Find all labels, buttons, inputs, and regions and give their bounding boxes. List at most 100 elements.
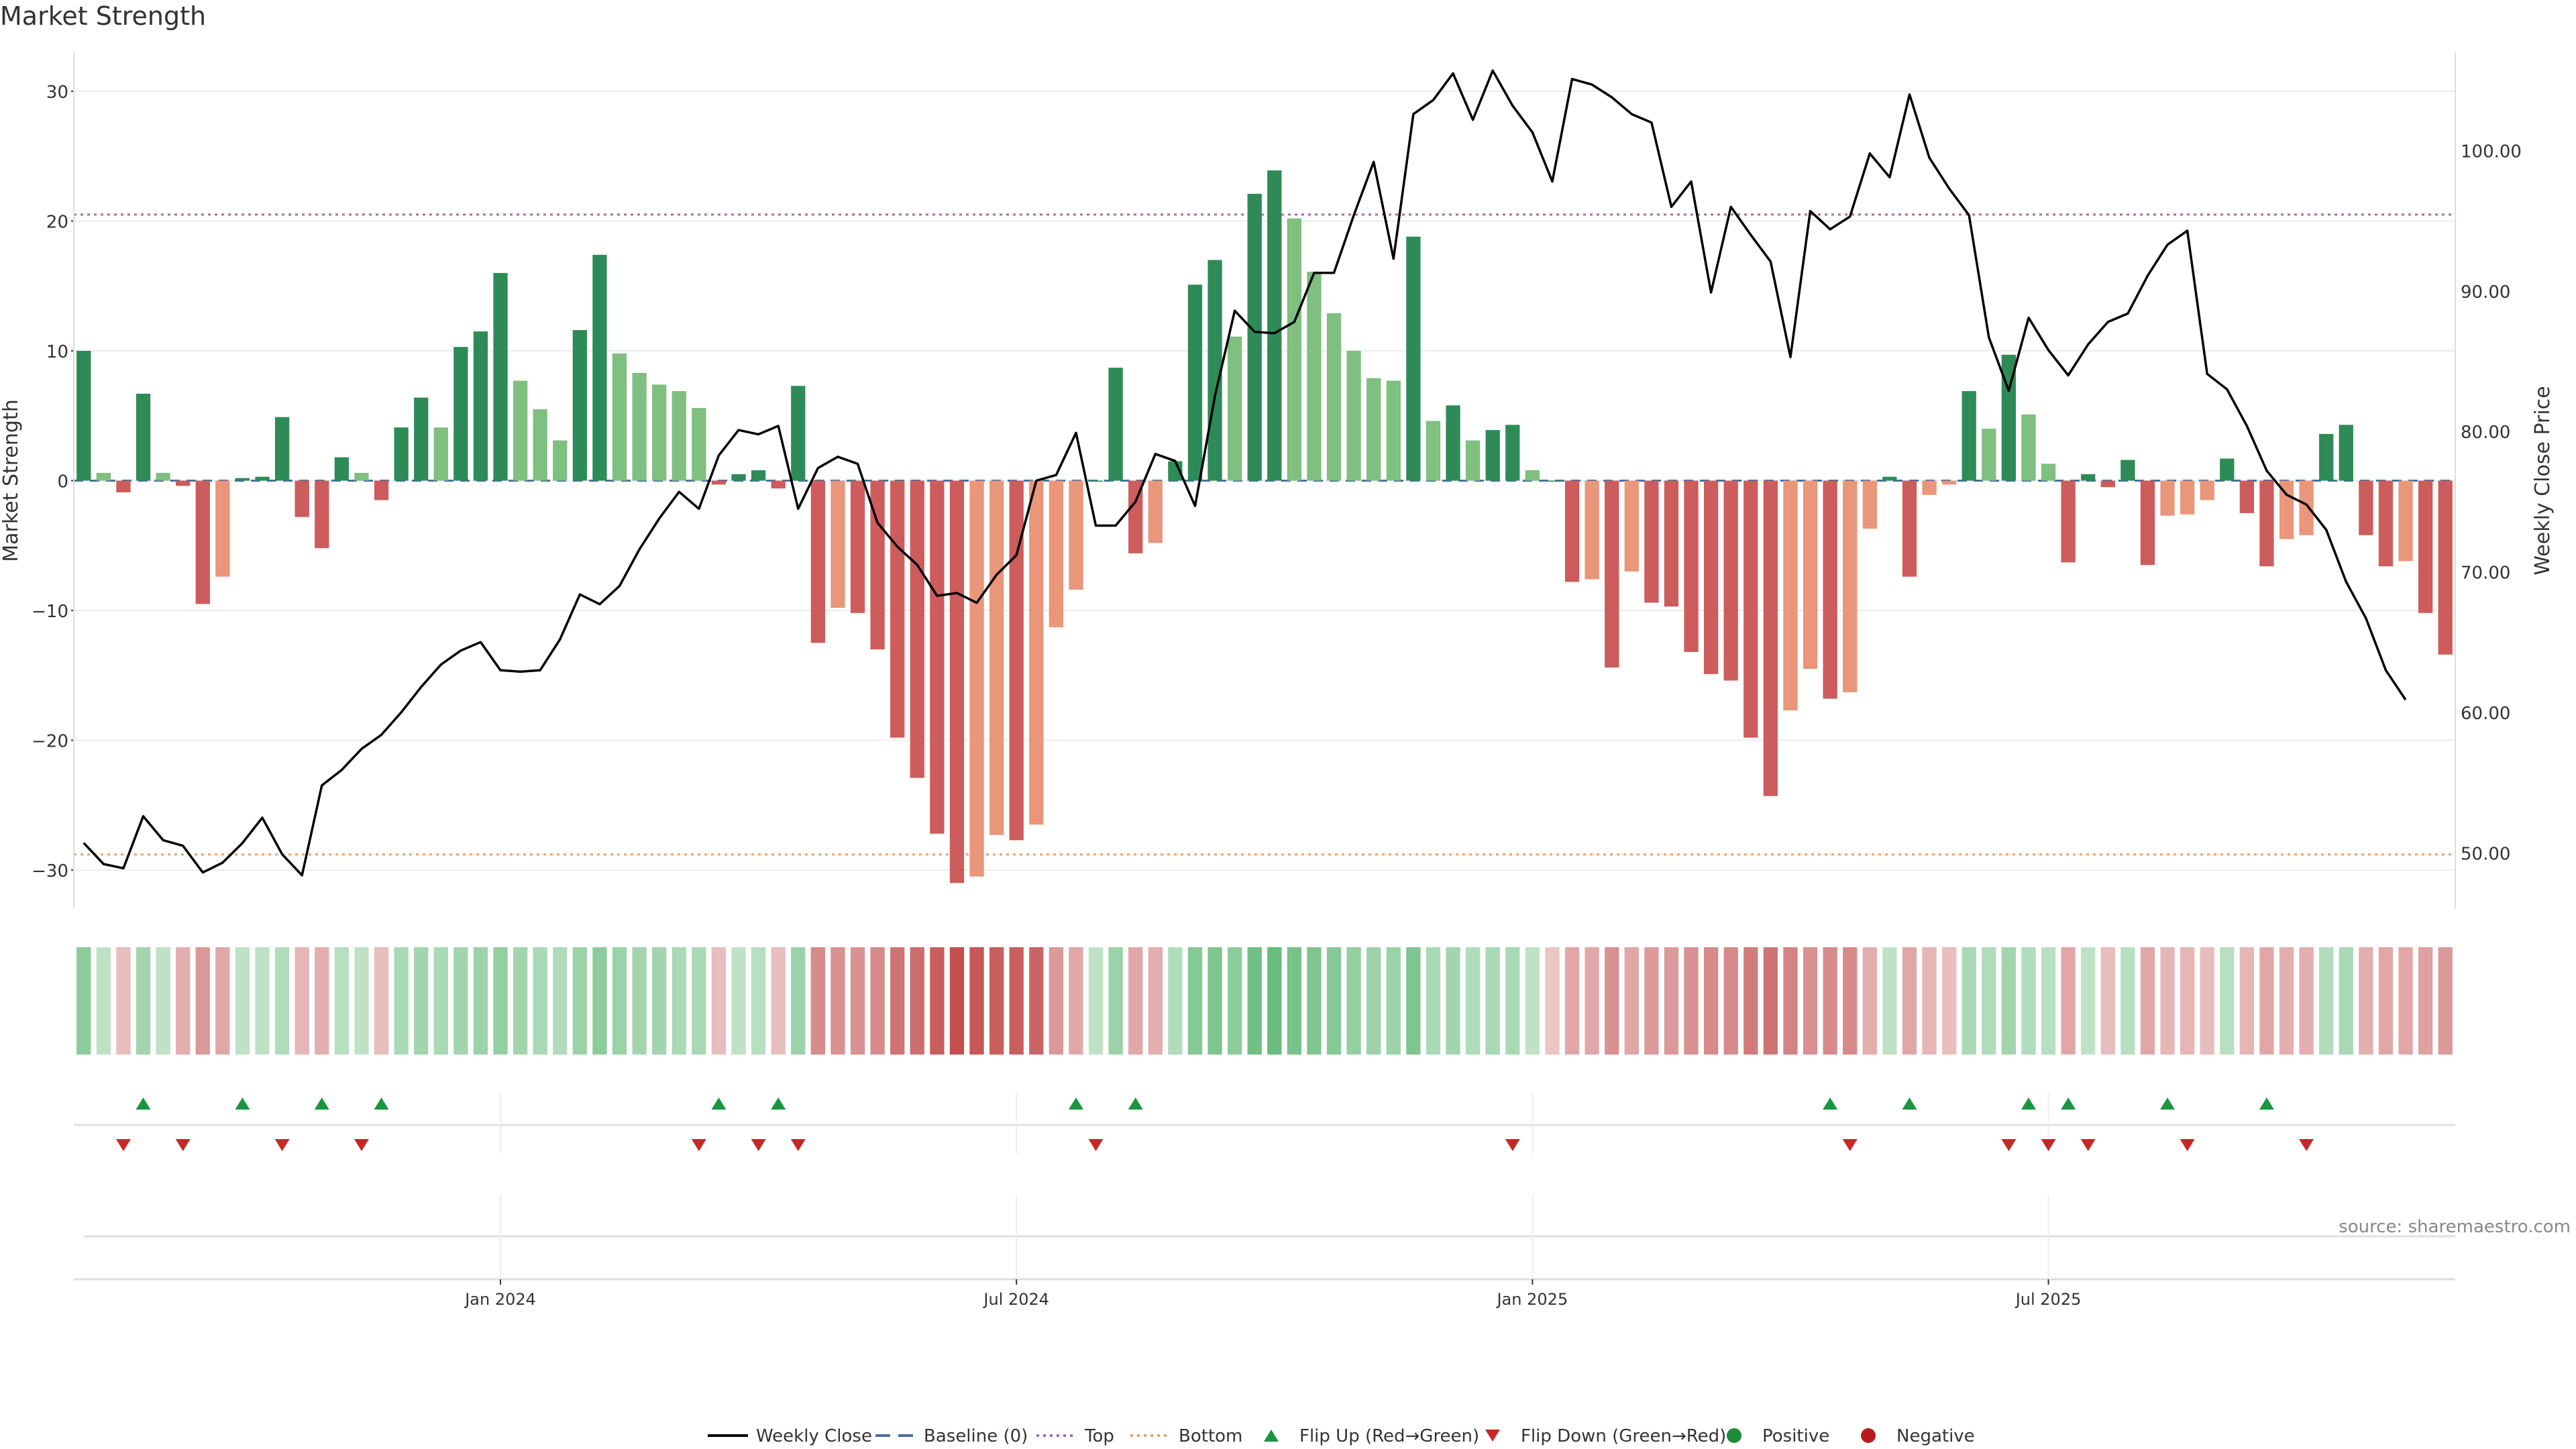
heatmap-cell bbox=[1366, 947, 1381, 1055]
strength-bar bbox=[1227, 336, 1242, 481]
heatmap-cell bbox=[2121, 947, 2135, 1055]
strength-bar bbox=[1882, 476, 1897, 481]
heatmap-cell bbox=[1783, 947, 1798, 1055]
strength-bar bbox=[2180, 480, 2195, 515]
strength-bar bbox=[513, 380, 528, 481]
flip-up-marker bbox=[2160, 1097, 2176, 1110]
y-left-tick-label: −20 bbox=[32, 731, 68, 751]
strength-bar bbox=[1505, 425, 1520, 481]
strength-bars bbox=[76, 170, 2453, 883]
strength-bar bbox=[692, 408, 706, 481]
legend-label: Negative bbox=[1896, 1426, 1975, 1446]
heatmap-cell bbox=[116, 947, 131, 1055]
heatmap-cell bbox=[2438, 947, 2453, 1055]
heatmap-cell bbox=[2418, 947, 2433, 1055]
strength-bar bbox=[374, 480, 389, 500]
strength-bar bbox=[414, 397, 429, 481]
heatmap-cell bbox=[215, 947, 230, 1055]
heatmap-cell bbox=[414, 947, 429, 1055]
heatmap-cell bbox=[76, 947, 91, 1055]
heatmap-cell bbox=[1644, 947, 1659, 1055]
heatmap-cell bbox=[632, 947, 647, 1055]
heatmap-cell bbox=[1287, 947, 1302, 1055]
strength-bar bbox=[195, 480, 210, 604]
legend-item: Top bbox=[1036, 1426, 1114, 1446]
heatmap-cell bbox=[176, 947, 191, 1055]
strength-bar bbox=[1703, 480, 1719, 674]
heatmap-cell bbox=[810, 947, 826, 1055]
heatmap-cell bbox=[1505, 947, 1520, 1055]
strength-bar bbox=[2160, 480, 2175, 516]
strength-bar bbox=[711, 480, 727, 485]
heatmap-cell bbox=[2081, 947, 2096, 1055]
heatmap-cell bbox=[2239, 947, 2255, 1055]
heatmap-cell bbox=[1605, 947, 1619, 1055]
heatmap-cell bbox=[1922, 947, 1937, 1055]
strength-bar bbox=[1307, 271, 1322, 481]
strength-bar bbox=[1862, 480, 1877, 529]
legend-swatch-circle bbox=[1861, 1428, 1876, 1443]
legend-item: Flip Up (Red→Green) bbox=[1264, 1426, 1479, 1446]
heatmap-cell bbox=[1208, 947, 1222, 1055]
strength-bar bbox=[136, 393, 151, 481]
legend-item: Weekly Close bbox=[708, 1426, 872, 1446]
flip-up-marker bbox=[2061, 1097, 2076, 1110]
heatmap-cell bbox=[1525, 947, 1540, 1055]
heatmap-cell bbox=[2180, 947, 2195, 1055]
strength-bar bbox=[2339, 425, 2353, 481]
heatmap-cell bbox=[1406, 947, 1421, 1055]
strength-bar bbox=[830, 480, 845, 608]
strength-bar bbox=[493, 272, 508, 481]
axes: 30 20 10 0 −10 −20 −30 100.00 90.00 80.00 70.00 60.… bbox=[0, 52, 2555, 909]
legend-label: Bottom bbox=[1179, 1426, 1242, 1446]
grid-layer bbox=[74, 91, 2455, 871]
y-left-tick-label: −30 bbox=[32, 861, 68, 881]
heatmap-cell bbox=[1426, 947, 1441, 1055]
source-note: source: sharemaestro.com bbox=[2339, 1217, 2571, 1237]
heatmap-cell bbox=[1941, 947, 1957, 1055]
legend: Weekly Close Baseline (0) Top Bottom Flip Up… bbox=[708, 1426, 1975, 1446]
strength-bar bbox=[1485, 430, 1500, 481]
legend-item: Flip Down (Green→Red) bbox=[1485, 1426, 1726, 1446]
heatmap-cell bbox=[1545, 947, 1560, 1055]
strength-bar bbox=[215, 480, 230, 577]
strength-bar bbox=[612, 353, 627, 481]
strength-bar bbox=[2041, 464, 2056, 481]
heatmap-cell bbox=[1803, 947, 1818, 1055]
heatmap-cell bbox=[1485, 947, 1500, 1055]
strength-bar bbox=[1843, 480, 1858, 692]
strength-bar bbox=[2319, 433, 2334, 481]
strength-bar bbox=[76, 351, 91, 481]
legend-swatch-tri-up bbox=[1264, 1430, 1279, 1442]
legend-swatch-tri-down bbox=[1485, 1430, 1500, 1442]
strength-bar bbox=[255, 476, 270, 481]
strength-bar bbox=[1664, 480, 1679, 607]
heatmap-cell bbox=[1564, 947, 1580, 1055]
strength-bar bbox=[890, 480, 905, 738]
heatmap-cell bbox=[533, 947, 547, 1055]
legend-item: Negative bbox=[1861, 1426, 1975, 1446]
heatmap-cell bbox=[1227, 947, 1242, 1055]
heatmap-cell bbox=[274, 947, 290, 1055]
heatmap-cell bbox=[612, 947, 627, 1055]
strength-bar bbox=[2200, 480, 2214, 500]
legend-item: Positive bbox=[1727, 1426, 1829, 1446]
heatmap-cell bbox=[989, 947, 1004, 1055]
strength-bar bbox=[354, 472, 369, 481]
heatmap-cell bbox=[2100, 947, 2115, 1055]
heatmap-cell bbox=[572, 947, 588, 1055]
flip-up-marker bbox=[1823, 1097, 1838, 1110]
strength-bar bbox=[1605, 480, 1619, 668]
heatmap-cell bbox=[870, 947, 885, 1055]
heatmap-cell bbox=[493, 947, 508, 1055]
strength-bar bbox=[1982, 429, 1996, 481]
y-left-tick-label: 10 bbox=[46, 342, 68, 362]
heatmap-cell bbox=[1009, 947, 1024, 1055]
flip-up-marker bbox=[1902, 1097, 1917, 1110]
heatmap-cell bbox=[1247, 947, 1262, 1055]
heatmap-cell bbox=[1902, 947, 1917, 1055]
heatmap-cell bbox=[850, 947, 865, 1055]
y-right-tick-label: 100.00 bbox=[2461, 142, 2522, 162]
flip-up-marker bbox=[235, 1097, 250, 1110]
heatmap-cell bbox=[672, 947, 686, 1055]
